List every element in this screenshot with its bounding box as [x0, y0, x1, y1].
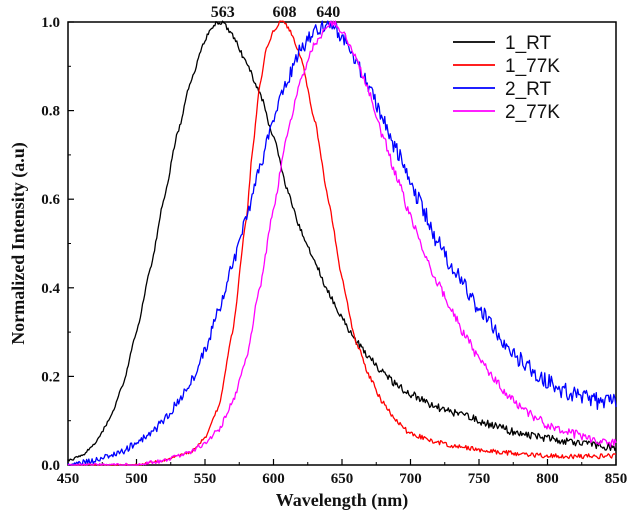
- x-tick-label: 800: [536, 471, 559, 487]
- peak-annotations: 563 608 640: [211, 4, 340, 21]
- legend-label: 1_RT: [505, 33, 552, 54]
- y-tick-label: 0.2: [41, 369, 60, 385]
- x-tick-label: 500: [125, 471, 148, 487]
- legend-label: 2_RT: [505, 79, 552, 100]
- y-tick-label: 0.0: [41, 458, 60, 474]
- y-tick-label: 0.8: [41, 104, 60, 120]
- series-layer: [67, 20, 617, 466]
- series-line-1-rt: [67, 20, 617, 462]
- x-tick-label: 700: [399, 471, 422, 487]
- x-tick-label: 750: [468, 471, 491, 487]
- axes-layer: 450 500 550 600 650 700 750 800 850 0.0 0.2 0.4 0.6 0…: [41, 15, 627, 487]
- y-tick-label: 0.4: [41, 281, 60, 297]
- x-axis-title: Wavelength (nm): [276, 490, 409, 511]
- peak-label: 640: [316, 4, 340, 21]
- x-tick-label: 550: [194, 471, 217, 487]
- x-tick-label: 450: [57, 471, 80, 487]
- x-tick-label: 600: [262, 471, 285, 487]
- series-line-2-rt: [67, 20, 617, 466]
- peak-label: 608: [272, 4, 296, 21]
- peak-label: 563: [211, 4, 235, 21]
- legend-label: 2_77K: [505, 102, 560, 123]
- legend-label: 1_77K: [505, 56, 560, 77]
- x-tick-label: 850: [605, 471, 628, 487]
- y-tick-label: 1.0: [41, 15, 60, 31]
- x-tick-label: 650: [331, 471, 354, 487]
- y-axis-title: Normalized Intensity (a.u): [8, 142, 29, 344]
- y-tick-label: 0.6: [41, 192, 60, 208]
- series-line-2-77k: [67, 20, 617, 466]
